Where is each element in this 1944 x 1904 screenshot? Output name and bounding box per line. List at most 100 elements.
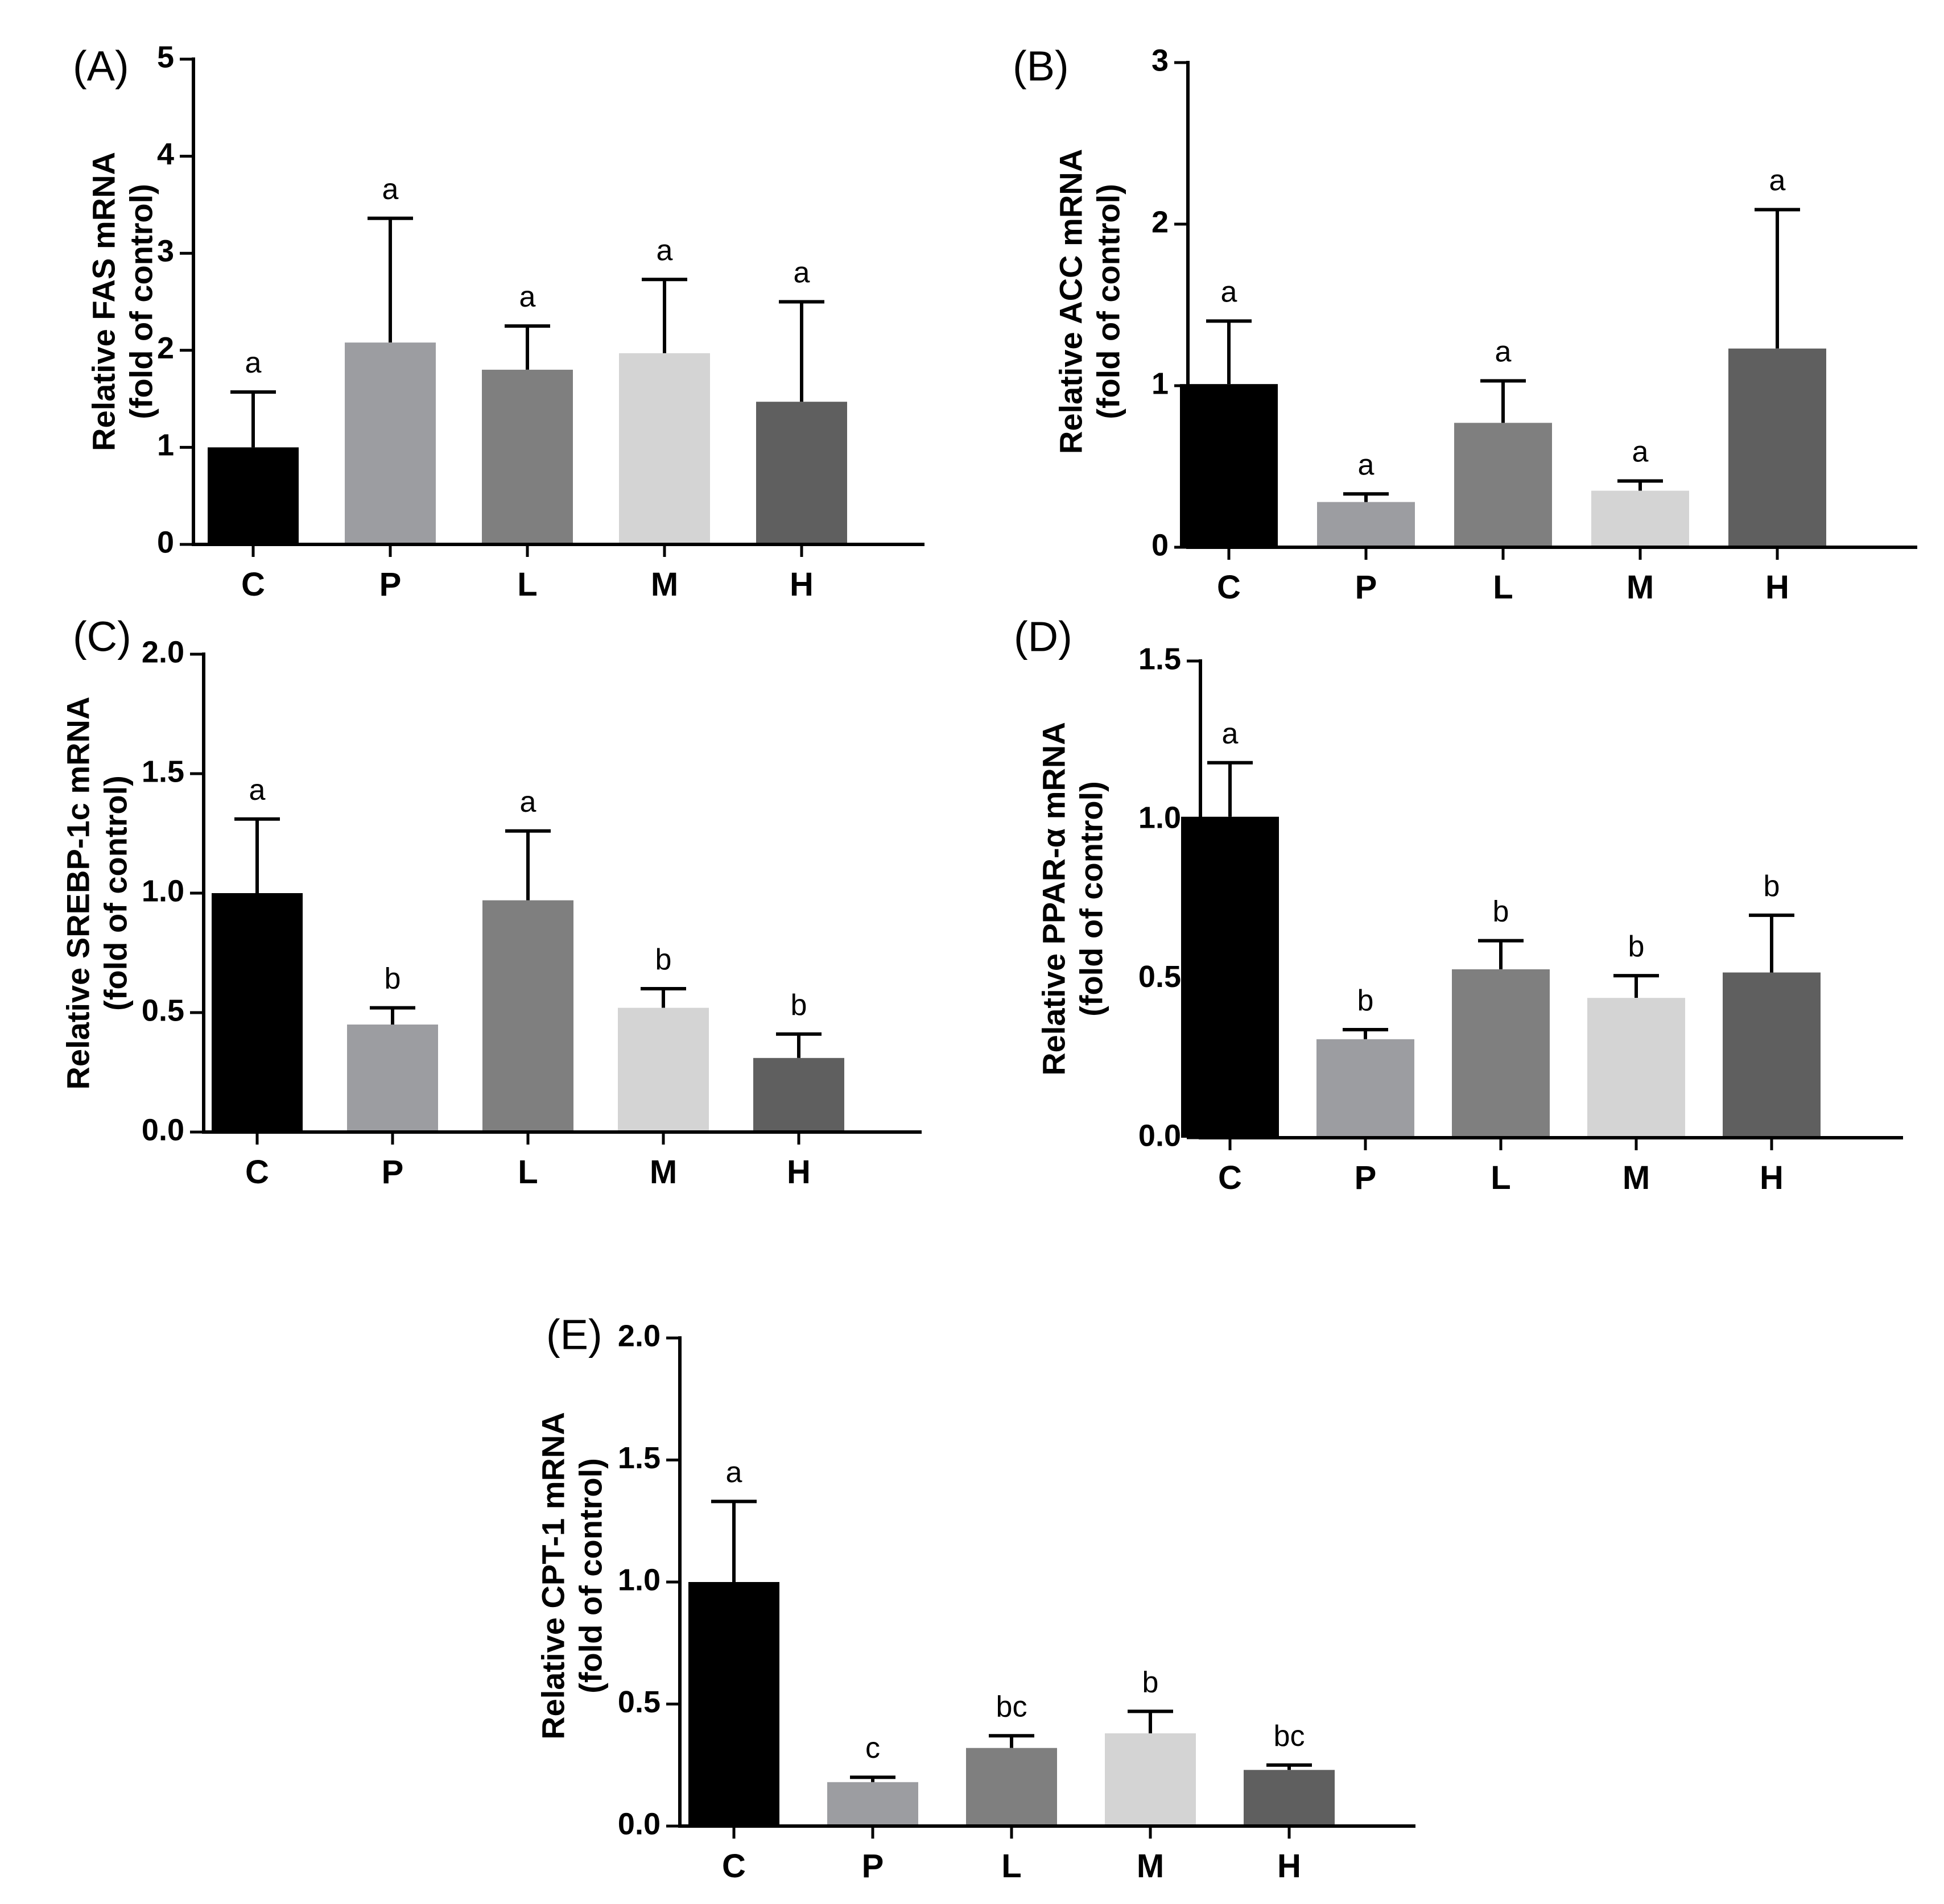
panel-d-sig-label-m: b (1628, 930, 1645, 963)
panel-c: (C) Relative SREBP-1c mRNA(fold of contro… (60, 613, 922, 1191)
panel-b-bar-p (1317, 502, 1415, 547)
panel-d-x-tick-m: M (1623, 1159, 1650, 1196)
panel-e-y-tick-label: 0.5 (618, 1685, 661, 1719)
panel-c-x-tick-p: P (382, 1154, 404, 1191)
panel-d-label: (D) (1014, 613, 1072, 660)
panel-e: (E) Relative CPT-1 mRNA(fold of control) a… (535, 1311, 1415, 1885)
panel-c-sig-label-m: b (655, 943, 672, 976)
y-axis-title-line-2: (fold of control) (1091, 184, 1126, 419)
panel-e-sig-label-l: bc (996, 1690, 1027, 1723)
panel-d-x-tick-l: L (1491, 1159, 1510, 1196)
y-axis-title-line-2: (fold of control) (573, 1458, 609, 1694)
panel-b-y-tick-label: 1 (1151, 366, 1169, 400)
panel-e-bar-m (1105, 1733, 1196, 1826)
y-axis-title-line-1: Relative CPT-1 mRNA (535, 1412, 571, 1740)
panel-d-bar-c (1181, 816, 1279, 1138)
panel-b-y-axis-title: Relative ACC mRNA(fold of control) (1053, 149, 1126, 454)
y-axis-title-line-2: (fold of control) (98, 775, 134, 1011)
panel-c-x-tick-h: H (787, 1154, 811, 1191)
panel-b-x-tick-m: M (1627, 569, 1654, 606)
panel-c-sig-label-h: b (791, 989, 807, 1022)
panel-a-label: (A) (73, 43, 129, 90)
panel-d: (D) Relative PPAR-α mRNA(fold of control)… (1014, 613, 1903, 1196)
y-axis-title-line-1: Relative ACC mRNA (1053, 149, 1089, 454)
panel-e-x-tick-h: H (1277, 1848, 1301, 1885)
y-axis-title-line-1: Relative PPAR-α mRNA (1036, 722, 1072, 1076)
panel-c-y-tick-label: 2.0 (142, 635, 184, 669)
panel-b: (B) Relative ACC mRNA(fold of control) a Ca… (1013, 43, 1917, 606)
panel-c-x-tick-c: C (245, 1154, 269, 1191)
panel-a-x-tick-l: L (517, 566, 537, 603)
panel-c-y-tick-label: 0.0 (142, 1113, 184, 1147)
panel-a-sig-label-m: a (657, 234, 673, 267)
panel-d-y-tick-label: 1.0 (1138, 801, 1181, 835)
panel-b-sig-label-p: a (1358, 448, 1375, 481)
panel-e-x-tick-p: P (862, 1848, 884, 1885)
y-axis-title-line-2: (fold of control) (1074, 781, 1109, 1017)
panel-a-y-tick-label: 3 (157, 234, 174, 268)
panel-d-bar-l (1452, 969, 1550, 1138)
panel-d-x-tick-p: P (1355, 1159, 1377, 1196)
panel-a-sig-label-p: a (382, 173, 399, 206)
y-axis-title-line-1: Relative SREBP-1c mRNA (60, 697, 96, 1090)
panel-a-bar-p (345, 342, 436, 544)
panel-c-y-tick-label: 1.0 (142, 874, 184, 908)
panel-a-sig-label-c: a (245, 346, 262, 379)
panel-c-sig-label-p: b (385, 963, 401, 996)
y-axis-title-line-2: (fold of control) (123, 184, 159, 419)
panel-a-y-tick-label: 4 (157, 137, 174, 171)
panel-d-x-tick-h: H (1760, 1159, 1784, 1196)
panel-b-y-tick-label: 0 (1151, 528, 1169, 562)
panel-d-y-tick-label: 1.5 (1138, 642, 1181, 676)
panel-a-sig-label-h: a (794, 257, 810, 290)
panel-b-sig-label-h: a (1769, 164, 1786, 197)
panel-e-x-tick-c: C (722, 1848, 746, 1885)
panel-d-y-tick-label: 0.0 (1138, 1118, 1181, 1153)
panel-e-bar-p (827, 1782, 918, 1826)
panel-e-x-tick-l: L (1001, 1848, 1021, 1885)
panel-d-bar-m (1587, 998, 1685, 1138)
panel-a-x-tick-c: C (241, 566, 265, 603)
panel-c-sig-label-l: a (520, 786, 536, 819)
panel-e-y-tick-label: 0.0 (618, 1807, 661, 1841)
panel-b-x-tick-p: P (1355, 569, 1377, 606)
panel-a-bar-c (208, 447, 299, 544)
panel-b-bar-m (1591, 490, 1689, 547)
panel-a-x-tick-p: P (379, 566, 402, 603)
panel-b-y-tick-label: 3 (1151, 43, 1169, 77)
panel-c-x-tick-m: M (650, 1154, 677, 1191)
panel-a-y-tick-label: 2 (157, 331, 174, 365)
panel-e-y-tick-label: 1.0 (618, 1563, 661, 1597)
panel-e-x-tick-m: M (1137, 1848, 1164, 1885)
panel-c-bar-m (618, 1007, 709, 1132)
panel-b-sig-label-l: a (1495, 335, 1512, 368)
panel-b-x-tick-c: C (1217, 569, 1241, 606)
panel-b-y-tick-label: 2 (1151, 205, 1169, 239)
panel-a-y-tick-label: 0 (157, 525, 174, 559)
panel-c-x-tick-l: L (518, 1154, 538, 1191)
panel-d-y-axis-title: Relative PPAR-α mRNA(fold of control) (1036, 722, 1109, 1076)
panel-e-y-tick-label: 2.0 (618, 1319, 661, 1353)
panel-a-x-tick-h: H (790, 566, 814, 603)
panel-a-y-axis-title: Relative FAS mRNA(fold of control) (86, 152, 159, 451)
panel-b-bar-l (1454, 423, 1552, 547)
panel-a-y-tick-label: 5 (157, 40, 174, 74)
panel-e-sig-label-m: b (1142, 1666, 1159, 1699)
panel-e-y-tick-label: 1.5 (618, 1441, 661, 1475)
panel-a-bar-m (619, 353, 710, 544)
panel-c-y-axis-title: Relative SREBP-1c mRNA(fold of control) (60, 697, 134, 1090)
panel-d-sig-label-h: b (1764, 870, 1780, 903)
panel-d-sig-label-c: a (1222, 717, 1239, 750)
panel-a-y-tick-label: 1 (157, 428, 174, 462)
panel-e-bar-l (966, 1748, 1057, 1826)
panel-d-x-tick-c: C (1218, 1159, 1242, 1196)
panel-d-y-tick-label: 0.5 (1138, 960, 1181, 994)
panel-c-y-tick-label: 0.5 (142, 993, 184, 1027)
panel-b-label: (B) (1013, 43, 1069, 90)
panel-b-sig-label-c: a (1221, 275, 1237, 308)
panel-e-y-axis-title: Relative CPT-1 mRNA(fold of control) (535, 1412, 609, 1740)
panel-e-sig-label-h: bc (1274, 1720, 1305, 1753)
panel-c-bar-h (753, 1058, 844, 1132)
panel-c-label: (C) (73, 613, 131, 660)
